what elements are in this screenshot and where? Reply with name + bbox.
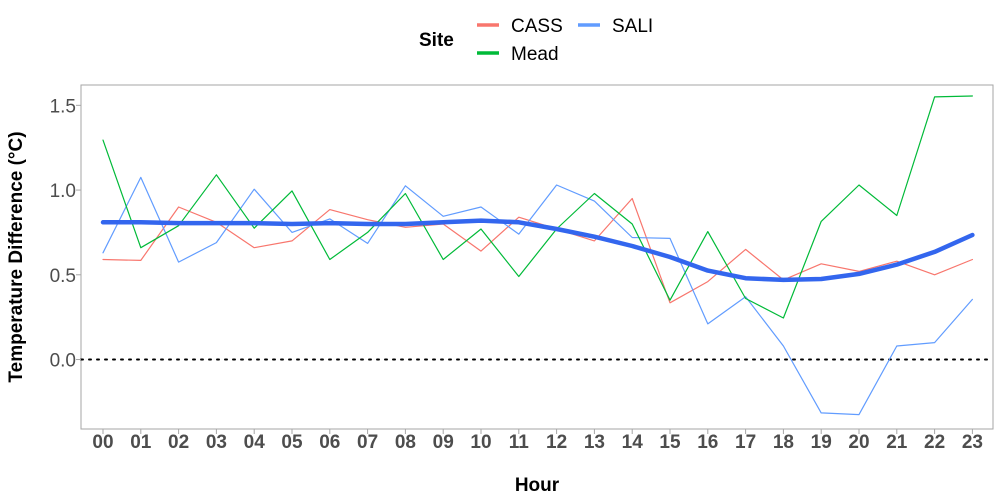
- legend-label-sali: SALI: [612, 16, 653, 37]
- x-tick-label: 23: [962, 432, 983, 453]
- x-tick-label: 04: [244, 432, 266, 453]
- series-line-sali: [102, 176, 974, 416]
- x-tick-label: 01: [130, 432, 152, 453]
- x-tick-label: 14: [622, 432, 644, 453]
- x-tick-label: 12: [546, 432, 567, 453]
- x-tick-label: 09: [433, 432, 454, 453]
- series-line-cass: [102, 197, 974, 304]
- x-tick-label: 00: [92, 432, 113, 453]
- x-tick-label: 05: [281, 432, 303, 453]
- legend-label-mead: Mead: [511, 44, 559, 65]
- x-tick-label: 21: [886, 432, 908, 453]
- y-axis: 0.0 0.5 1.0 1.5: [50, 96, 81, 372]
- x-tick-label: 08: [395, 432, 416, 453]
- x-tick-label: 19: [811, 432, 832, 453]
- y-tick-label: 1.5: [50, 96, 76, 117]
- legend: Site CASS SALI Mead: [419, 16, 653, 65]
- plot-panel: [80, 84, 994, 430]
- x-tick-label: 03: [206, 432, 227, 453]
- x-tick-label: 15: [659, 432, 681, 453]
- x-tick-label: 16: [697, 432, 718, 453]
- x-tick-label: 17: [735, 432, 756, 453]
- y-tick-label: 1.0: [50, 181, 76, 202]
- smooth-trend-line: [100, 218, 975, 283]
- x-tick-label: 11: [509, 432, 530, 453]
- x-axis: 00 01 02 03 04 05 06 07 08 09 10 11 12 13 14 15 16 17 18 19…: [92, 429, 983, 453]
- x-tick-label: 20: [848, 432, 869, 453]
- y-axis-title: Temperature Difference (°C): [6, 131, 27, 382]
- legend-title: Site: [419, 30, 454, 51]
- x-tick-label: 06: [319, 432, 340, 453]
- x-tick-label: 22: [924, 432, 945, 453]
- x-tick-label: 10: [470, 432, 491, 453]
- x-tick-label: 02: [168, 432, 189, 453]
- y-tick-label: 0.0: [50, 351, 76, 372]
- x-tick-label: 18: [773, 432, 794, 453]
- x-axis-title: Hour: [515, 475, 560, 496]
- legend-label-cass: CASS: [511, 16, 563, 37]
- x-tick-label: 13: [584, 432, 605, 453]
- x-tick-label: 07: [357, 432, 378, 453]
- y-tick-label: 0.5: [50, 266, 76, 287]
- series-layer: [100, 95, 975, 416]
- series-line-mead: [102, 95, 974, 319]
